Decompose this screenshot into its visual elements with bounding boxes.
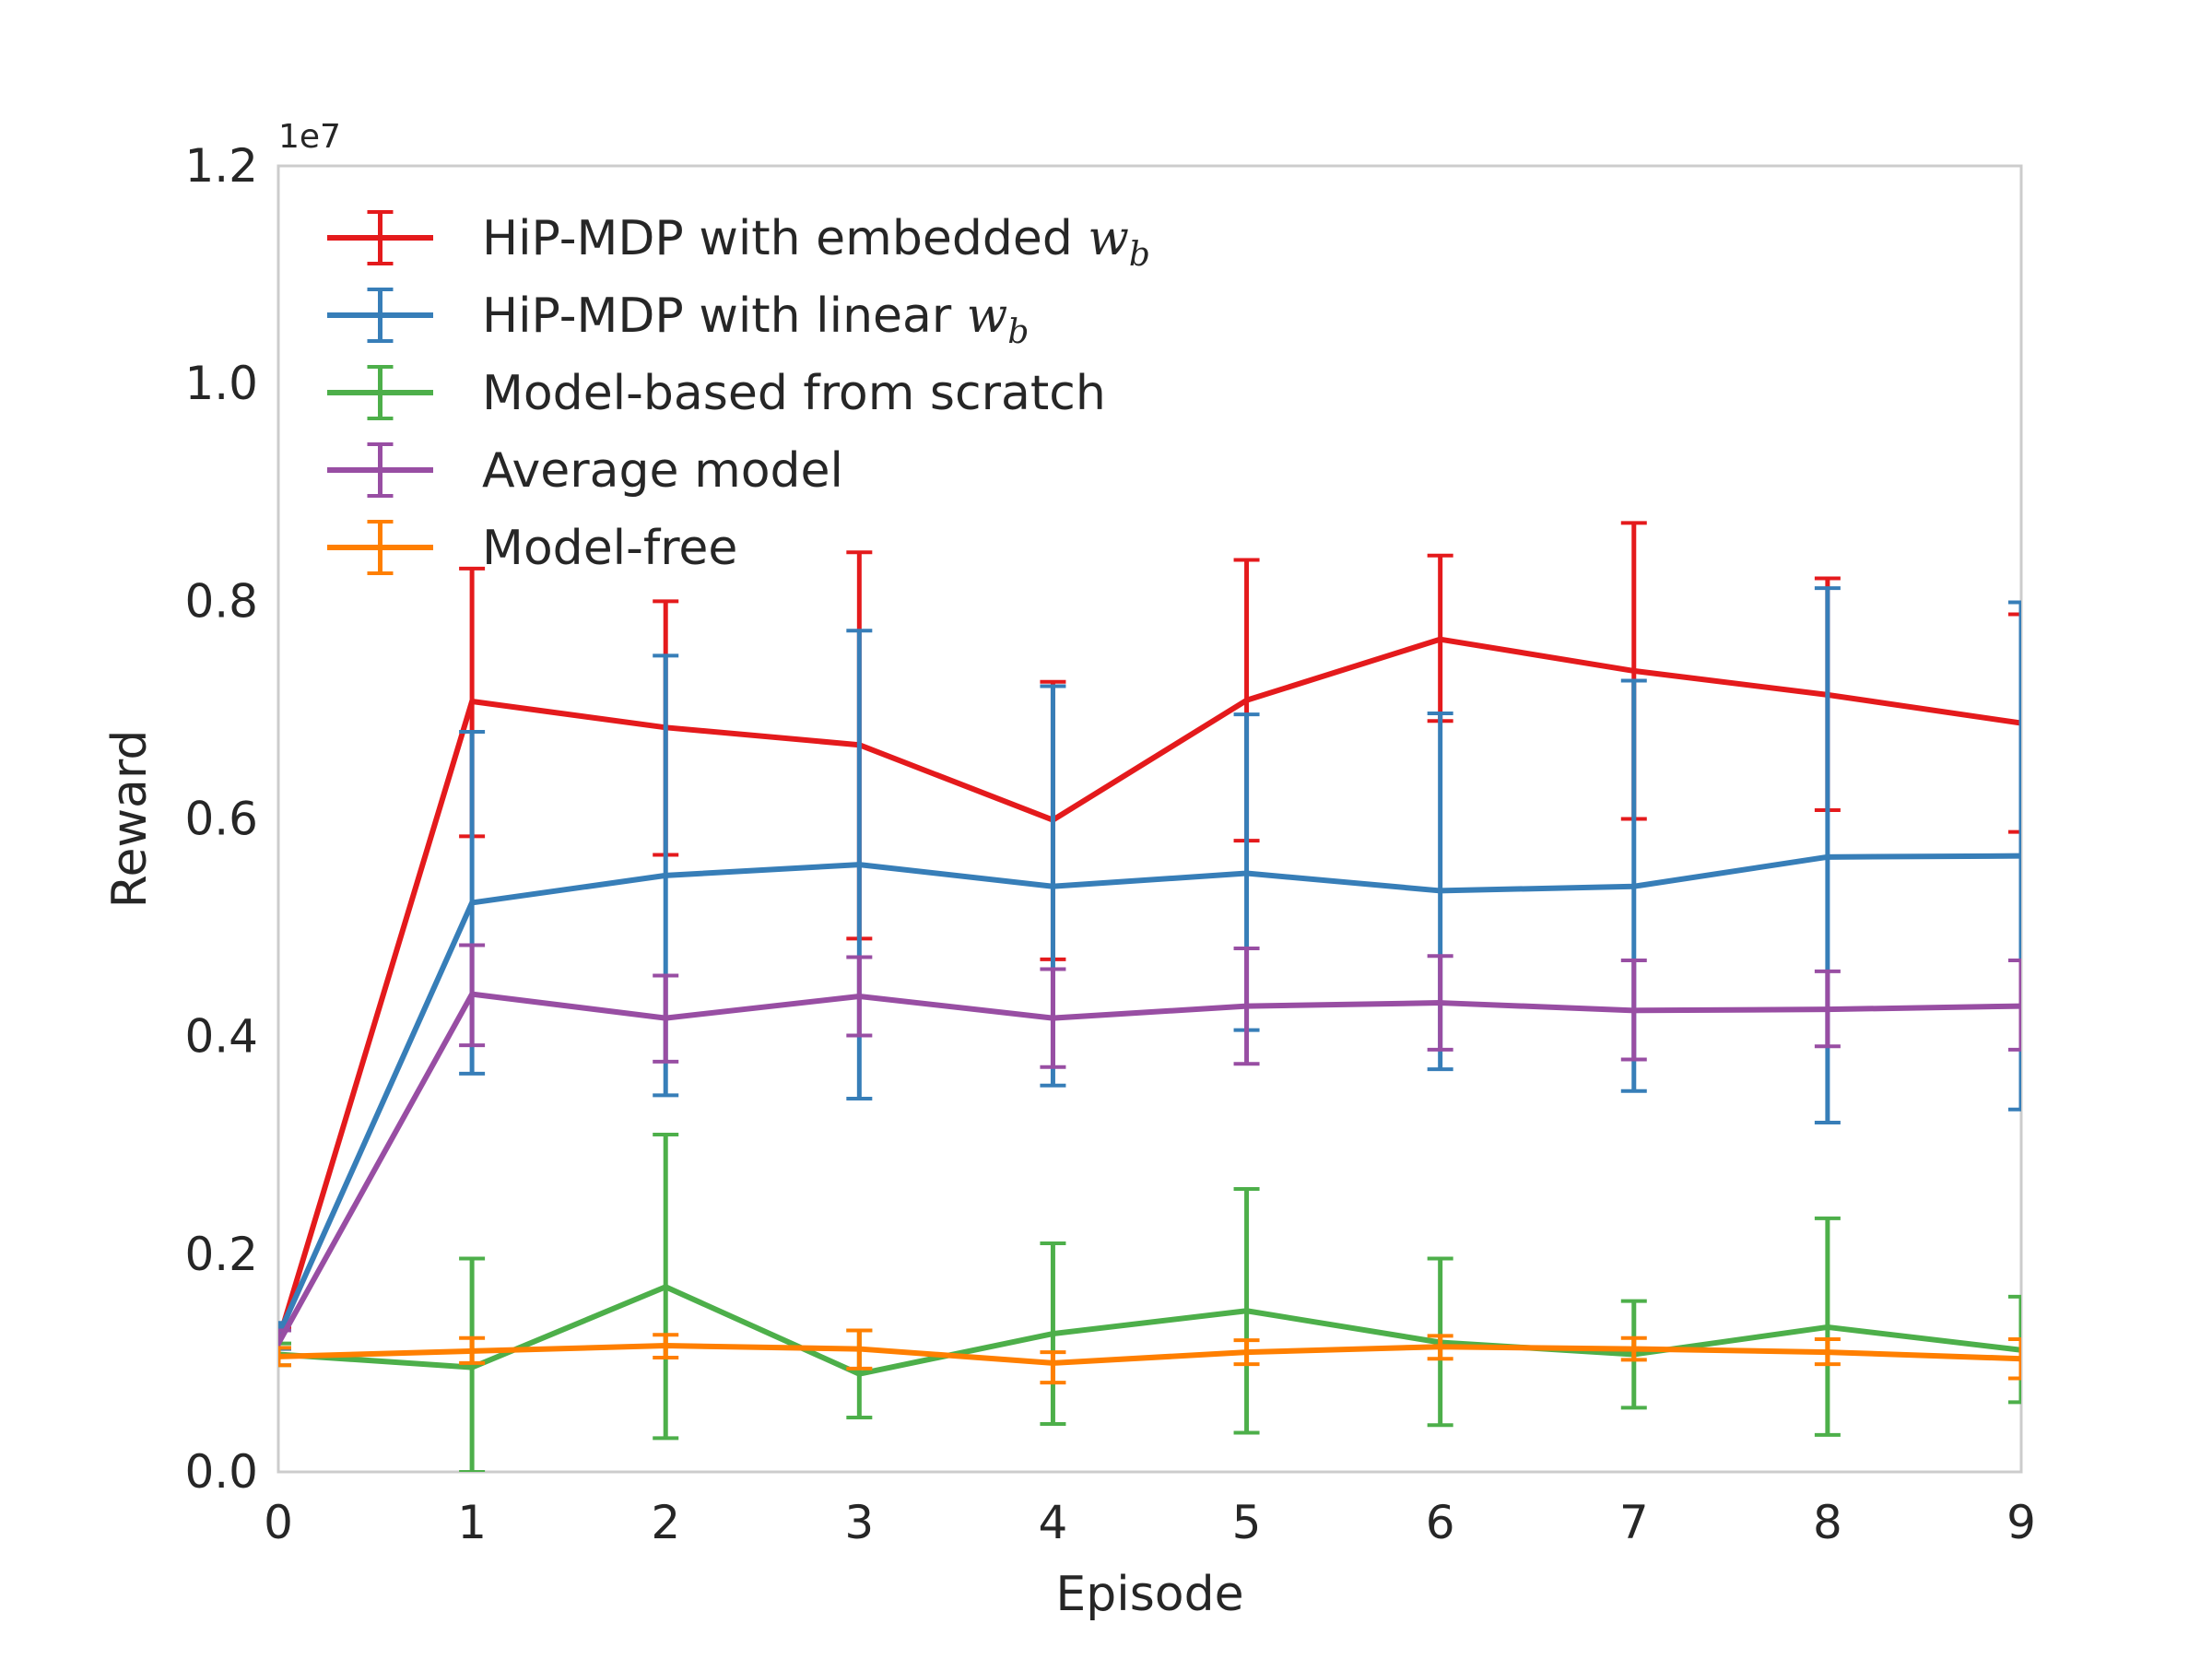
- series-2: [278, 1132, 2021, 1472]
- legend-label: HiP-MDP with embedded wb: [482, 211, 1150, 274]
- plot-frame: [276, 164, 2023, 1474]
- axes-layer: 0 1 2 3 4 5 6 7 8 9 0.0 0.2 0.4 0.6 0.8 1.0 1.2 1e7 Episod…: [102, 118, 2036, 1622]
- legend-label-math: w: [1088, 211, 1129, 266]
- legend-label-text: Model-based from scratch: [482, 366, 1106, 421]
- legend-entry: HiP-MDP with embedded wb: [327, 210, 1150, 274]
- series-line: [278, 636, 2021, 1343]
- legend-entry: Model-free: [327, 520, 737, 576]
- legend-entry: Model-based from scratch: [327, 365, 1106, 421]
- legend-entry: HiP-MDP with linear wb: [327, 288, 1029, 351]
- x-tick-label: 9: [2006, 1496, 2036, 1549]
- legend-label-text: HiP-MDP with linear: [482, 288, 967, 344]
- x-tick-label: 8: [1813, 1496, 1842, 1549]
- series-line: [278, 1284, 2021, 1377]
- y-tick-label: 0.4: [184, 1010, 258, 1064]
- series-line: [278, 853, 2021, 1337]
- y-tick-label: 1.2: [184, 139, 258, 193]
- y-tick-label: 0.8: [184, 574, 258, 628]
- legend-label-text: HiP-MDP with embedded: [482, 211, 1088, 266]
- legend-label: Average model: [482, 443, 843, 499]
- series-4: [278, 1328, 2021, 1385]
- y-tick-label: 0.2: [184, 1228, 258, 1281]
- series-line: [278, 1343, 2021, 1366]
- legend-entry: Average model: [327, 442, 843, 499]
- x-tick-label: 5: [1232, 1496, 1262, 1549]
- legend-label-subscript: b: [1129, 236, 1150, 274]
- legend-label: Model-free: [482, 521, 737, 576]
- legend-label: Model-based from scratch: [482, 366, 1106, 421]
- legend-label-subscript: b: [1007, 313, 1029, 351]
- x-axis-label: Episode: [1055, 1567, 1243, 1622]
- y-tick-label: 1.0: [184, 357, 258, 410]
- series-3: [278, 943, 2021, 1359]
- legend-label-text: Average model: [482, 443, 843, 499]
- x-tick-label: 1: [457, 1496, 487, 1549]
- series-line: [278, 991, 2021, 1346]
- legend-label-math: w: [967, 288, 1008, 344]
- x-tick-label: 0: [264, 1496, 293, 1549]
- y-axis-exponent: 1e7: [278, 118, 341, 156]
- x-tick-label: 7: [1619, 1496, 1649, 1549]
- y-tick-label: 0.0: [184, 1445, 258, 1499]
- y-axis-label: Reward: [102, 730, 158, 909]
- x-tick-label: 3: [844, 1496, 874, 1549]
- x-tick-label: 4: [1039, 1496, 1068, 1549]
- x-tick-label: 6: [1426, 1496, 1455, 1549]
- series-layer: [278, 521, 2021, 1472]
- x-tick-label: 2: [651, 1496, 680, 1549]
- legend-label: HiP-MDP with linear wb: [482, 288, 1029, 351]
- y-tick-label: 0.6: [184, 793, 258, 846]
- legend-label-text: Model-free: [482, 521, 737, 576]
